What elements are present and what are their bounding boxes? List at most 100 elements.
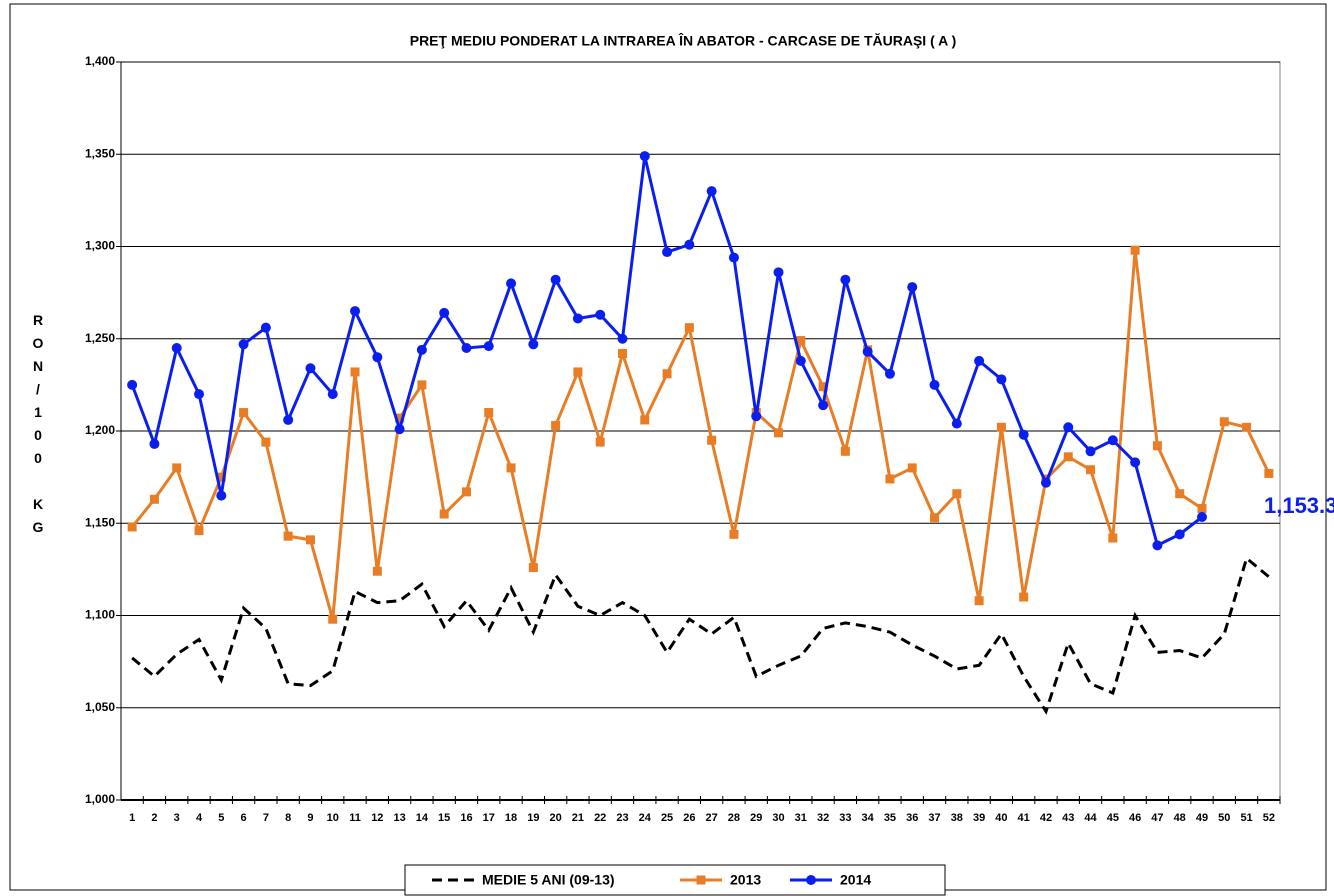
marker [372, 352, 383, 363]
x-tick-label: 50 [1218, 812, 1230, 824]
x-tick-label: 18 [505, 812, 517, 824]
marker [1264, 468, 1274, 478]
x-tick-label: 35 [884, 812, 896, 824]
legend: MEDIE 5 ANI (09-13) 2013 2014 [404, 864, 946, 896]
marker [305, 363, 316, 374]
x-tick-label: 31 [795, 812, 807, 824]
marker [795, 355, 806, 366]
legend-marker [806, 875, 816, 885]
marker [484, 408, 494, 418]
x-tick-label: 24 [639, 812, 652, 824]
marker [149, 494, 159, 504]
marker [930, 513, 940, 523]
x-tick-label: 29 [750, 812, 762, 824]
legend-label: 2014 [840, 872, 871, 888]
line [130, 250, 1271, 620]
x-tick-label: 15 [438, 812, 450, 824]
marker [350, 367, 360, 377]
marker [506, 278, 517, 289]
x-tick-label: 30 [772, 812, 784, 824]
x-tick-label: 34 [862, 812, 875, 824]
marker [1152, 540, 1163, 551]
x-tick-label: 5 [218, 812, 224, 824]
marker [394, 424, 405, 435]
marker [684, 239, 695, 250]
y-tick-label: 1,300 [85, 239, 115, 253]
marker [907, 282, 918, 293]
marker [885, 474, 895, 484]
marker [974, 355, 985, 366]
x-tick-label: 32 [817, 812, 829, 824]
x-tick-label: 51 [1240, 812, 1252, 824]
x-tick-label: 7 [263, 812, 269, 824]
x-tick-label: 19 [527, 812, 539, 824]
marker [572, 313, 583, 324]
x-tick-label: 17 [483, 812, 495, 824]
marker [127, 522, 137, 532]
marker [416, 344, 427, 355]
x-tick-label: 40 [995, 812, 1007, 824]
marker [1085, 446, 1096, 457]
marker [439, 509, 449, 519]
x-tick-label: 11 [349, 812, 361, 824]
marker [417, 380, 427, 390]
marker [1018, 429, 1029, 440]
marker [528, 339, 539, 350]
marker [1019, 592, 1029, 602]
marker [261, 437, 271, 447]
marker [1197, 503, 1207, 513]
marker [1174, 529, 1185, 540]
marker [461, 487, 471, 497]
chart-title: PREŢ MEDIU PONDERAT LA INTRAREA ÎN ABATO… [410, 32, 957, 49]
marker [1196, 512, 1207, 523]
marker [216, 490, 227, 501]
x-tick-label: 1 [129, 812, 135, 824]
series [127, 245, 1274, 624]
marker [774, 428, 784, 438]
legend-marker [696, 875, 706, 885]
marker [550, 274, 561, 285]
marker [551, 420, 561, 430]
y-tick-label: 1,050 [85, 700, 115, 714]
x-tick-label: 46 [1129, 812, 1141, 824]
y-axis-label: RON/100 KG [30, 312, 46, 542]
marker [327, 389, 338, 400]
x-tick-label: 27 [706, 812, 718, 824]
y-tick-label: 1,200 [85, 423, 115, 437]
y-tick-label: 1,350 [85, 146, 115, 160]
marker [127, 379, 138, 390]
marker [1063, 422, 1074, 433]
marker [884, 368, 895, 379]
marker [372, 566, 382, 576]
marker [439, 307, 450, 318]
marker [461, 342, 472, 353]
marker [862, 346, 873, 357]
legend-box [404, 864, 946, 896]
x-tick-label: 16 [460, 812, 472, 824]
marker [617, 333, 628, 344]
x-tick-label: 12 [371, 812, 383, 824]
marker [951, 418, 962, 429]
x-tick-label: 8 [285, 812, 291, 824]
x-tick-label: 6 [241, 812, 247, 824]
x-tick-label: 14 [416, 812, 429, 824]
marker [707, 435, 717, 445]
marker [1063, 452, 1073, 462]
x-tick-label: 26 [683, 812, 695, 824]
y-tick-label: 1,150 [85, 515, 115, 529]
x-tick-label: 25 [661, 812, 673, 824]
marker [929, 379, 940, 390]
marker [996, 422, 1006, 432]
y-tick-label: 1,400 [85, 54, 115, 68]
marker [573, 367, 583, 377]
x-tick-label: 21 [572, 812, 584, 824]
marker [840, 274, 851, 285]
marker [595, 437, 605, 447]
x-tick-label: 23 [616, 812, 628, 824]
x-tick-label: 41 [1018, 812, 1030, 824]
legend-label: MEDIE 5 ANI (09-13) [482, 872, 615, 888]
x-tick-label: 3 [174, 812, 180, 824]
marker [395, 413, 405, 423]
marker [149, 438, 160, 449]
